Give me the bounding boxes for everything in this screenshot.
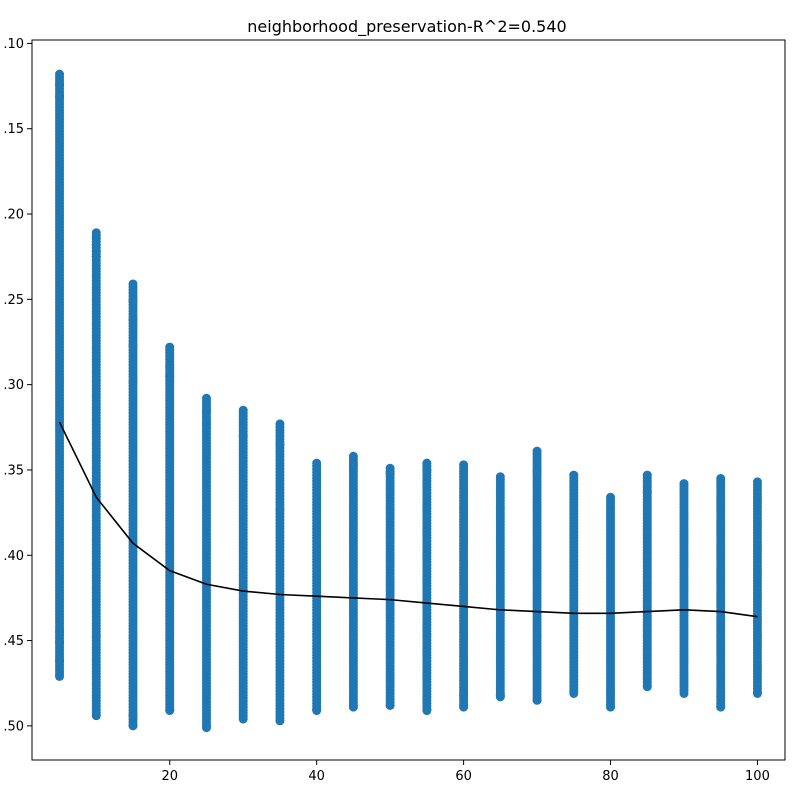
- scatter-point: [716, 702, 726, 712]
- scatter-point: [752, 688, 762, 698]
- scatter-point: [606, 702, 616, 712]
- scatter-point: [128, 721, 138, 731]
- scatter-point-outlier: [128, 315, 138, 325]
- scatter-point-outlier: [201, 419, 211, 429]
- point-column-x5: [55, 69, 65, 681]
- scatter-point-outlier: [165, 371, 175, 381]
- plot-frame: [31, 39, 786, 761]
- y-tick-label: .35: [3, 463, 24, 478]
- scatter-point-outlier: [422, 465, 432, 475]
- scatter-point: [459, 702, 469, 712]
- y-tick-label: .50: [3, 719, 24, 734]
- point-column-x70: [532, 446, 542, 705]
- points-layer: [55, 69, 762, 733]
- scatter-point-outlier: [385, 468, 395, 478]
- scatter-point-outlier: [55, 91, 65, 101]
- trend-line-layer: [58, 421, 758, 618]
- scatter-point-outlier: [55, 79, 65, 89]
- scatter-point: [569, 688, 579, 698]
- point-column-x35: [275, 419, 285, 726]
- scatter-point-outlier: [128, 340, 138, 350]
- scatter-point-outlier: [495, 690, 505, 700]
- scatter-point-outlier: [91, 252, 101, 262]
- y-tick-label: .45: [3, 634, 24, 649]
- y-tick-label: .15: [3, 122, 24, 137]
- scatter-point: [238, 714, 248, 724]
- point-column-x25: [201, 393, 211, 733]
- point-column-x65: [495, 472, 505, 702]
- scatter-point-outlier: [642, 487, 652, 497]
- scatter-point-outlier: [55, 656, 65, 666]
- point-column-x95: [716, 473, 726, 712]
- x-tick-label: 40: [308, 769, 325, 784]
- scatter-point: [91, 711, 101, 721]
- scatter-point: [642, 682, 652, 692]
- point-column-x55: [422, 458, 432, 716]
- scatter-point-outlier: [532, 467, 542, 477]
- x-tick-label: 60: [455, 769, 472, 784]
- y-tick-label: .25: [3, 293, 24, 308]
- axes-layer: 20 40 60 80 100 .10 .15 .20 .25 .30 .35 .40 .45 .50: [3, 37, 786, 784]
- scatter-point: [348, 702, 358, 712]
- scatter-point: [312, 706, 322, 716]
- point-column-x15: [128, 279, 138, 731]
- scatter-point-outlier: [275, 439, 285, 449]
- scatter-point: [201, 723, 211, 733]
- point-column-x40: [312, 458, 322, 716]
- point-column-x30: [238, 405, 248, 724]
- scatter-point: [385, 700, 395, 710]
- scatter-point-outlier: [238, 431, 248, 441]
- point-column-x100: [752, 477, 762, 698]
- scatter-point: [275, 716, 285, 726]
- x-tick-label: 80: [602, 769, 619, 784]
- scatter-point-outlier: [55, 627, 65, 637]
- scatter-point: [422, 706, 432, 716]
- scatter-point-outlier: [459, 690, 469, 700]
- point-column-x60: [459, 460, 469, 712]
- point-column-x90: [679, 479, 689, 698]
- point-column-x45: [348, 451, 358, 712]
- scatter-point-outlier: [165, 361, 175, 371]
- scatter-point: [165, 706, 175, 716]
- y-tick-label: .30: [3, 378, 24, 393]
- x-tick-label: 100: [745, 769, 770, 784]
- point-column-x85: [642, 470, 652, 692]
- point-column-x75: [569, 470, 579, 698]
- scatter-point-outlier: [91, 233, 101, 243]
- scatter-point-outlier: [128, 711, 138, 721]
- scatter-point-outlier: [55, 637, 65, 647]
- y-tick-label: .20: [3, 208, 24, 223]
- trend-line: [58, 421, 758, 618]
- scatter-point-outlier: [348, 460, 358, 470]
- point-column-x50: [385, 463, 395, 710]
- scatter-point-outlier: [716, 692, 726, 702]
- scatter-point-outlier: [128, 296, 138, 306]
- point-column-x80: [606, 492, 616, 712]
- scatter-point-outlier: [606, 685, 616, 695]
- x-tick-label: 20: [161, 769, 178, 784]
- point-column-x10: [91, 228, 101, 721]
- y-tick-label: .40: [3, 549, 24, 564]
- scatter-point-outlier: [91, 240, 101, 250]
- scatter-point: [532, 695, 542, 705]
- scatter-point: [55, 671, 65, 681]
- y-tick-label: .10: [3, 37, 24, 52]
- scatter-point: [679, 688, 689, 698]
- scatter-point-outlier: [201, 405, 211, 415]
- chart-title: neighborhood_preservation-R^2=0.540: [247, 17, 566, 37]
- point-column-x20: [165, 342, 175, 716]
